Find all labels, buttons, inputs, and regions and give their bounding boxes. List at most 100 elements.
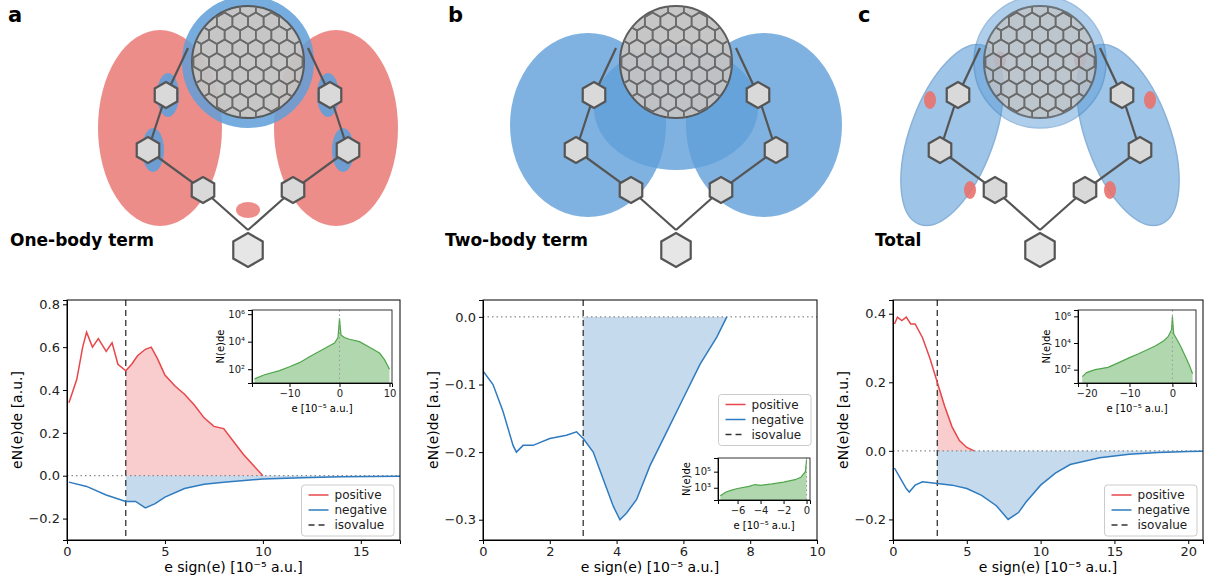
cage-ring [970,107,986,125]
ring [1111,82,1134,108]
cage-ring [660,121,676,139]
ring [155,82,178,108]
cage-ring [738,67,754,85]
cage-ring [279,0,295,4]
axis-left: −0.20.00.20.40.60.8 [28,297,67,541]
cage-ring [232,121,248,139]
isosurface-negative [188,2,308,122]
isosurface [98,2,398,226]
cage-ring [170,67,186,85]
cage-ring [614,13,630,31]
cage-ring [637,107,653,125]
tick-label: 0.0 [39,468,60,483]
y-axis-title: eN(e)de [a.u.] [425,371,441,469]
tick-label: −0.3 [444,512,476,527]
cage-ring [614,94,630,112]
cage-ring [1056,121,1072,139]
cage-ring [170,121,186,139]
cage-ring [303,53,319,71]
panel-letter: b [448,3,463,27]
cage-ring [1001,107,1017,125]
inset-frame [1078,310,1196,383]
cage-ring [1102,40,1118,58]
cage-ring [954,80,970,98]
tick-mark [479,317,483,318]
shaded-area [937,382,974,451]
tick: 0.4 [39,383,67,398]
isosurface-positive [1104,181,1116,199]
axis-line [248,311,253,384]
molecule-render [880,0,1200,267]
tick-label: 2 [546,544,554,559]
cage-ring [715,0,731,17]
cage-ring [1048,107,1064,125]
tick-mark [889,451,893,452]
cage-ring [1063,107,1079,125]
cage-ring [731,26,747,44]
legend-label: isovalue [1138,518,1188,532]
inset-x-axis-title: e [10⁻⁵ a.u.] [733,520,794,531]
legend: positivenegativeisovalue [719,395,811,446]
cage-ring [621,107,637,125]
tick: 10 [809,540,826,559]
cage-ring [256,107,272,125]
cage-ring [326,40,342,58]
cage-ring [1087,121,1103,139]
tick-mark [714,488,718,489]
cage-ring [614,121,630,139]
tick: 10 [384,383,397,399]
isovalue-line [937,300,938,540]
inset-background [1078,310,1196,383]
cage-ring [645,0,661,4]
inset-line [1082,316,1192,376]
cage-ring [629,0,645,4]
tick-label: 10³ [694,482,711,493]
x-axis-title: e sign(e) [10⁻⁵ a.u.] [581,559,720,575]
tick-label: 0 [63,544,71,559]
inset-x-axis-title: e [10⁻⁵ a.u.] [291,403,352,414]
cage-ring [318,0,334,17]
isosurface [880,0,1200,239]
tick: 0 [337,383,343,399]
isosurface-positive [1144,91,1156,109]
cage-ring [754,13,770,31]
tick-label: 0.0 [865,444,886,459]
tick-label: 5 [161,544,169,559]
tick-mark [1129,383,1130,387]
legend-swatch [726,419,746,421]
cage-ring [1118,13,1134,31]
cage-ring [178,0,194,17]
tick: 0 [1170,383,1176,399]
cage-ring [326,13,342,31]
cage-ring [178,80,194,98]
legend-swatch [1112,524,1132,526]
axis-left: 10²10⁴10⁶ [1054,311,1078,384]
tick: −10 [1119,383,1140,399]
tick-mark [479,520,483,521]
ring [192,177,215,203]
axis-line [714,459,719,501]
cage-ring [731,107,747,125]
cage-ring [962,0,978,4]
ring [137,137,160,163]
legend-frame [719,395,811,446]
cage-ring [1087,94,1103,112]
tick: 5 [963,540,971,559]
tick-label: −6 [731,505,746,516]
panel-caption: Two-body term [445,230,588,250]
tick-mark [1074,316,1078,317]
tick-label: 0 [337,388,343,399]
tick-mark [63,519,67,520]
cage-ring [217,121,233,139]
cage-ring [598,67,614,85]
tick: 6 [680,540,688,559]
fullerene-cage [954,0,1133,139]
inset-background [718,458,810,500]
inset: −6−4−2010³10⁵e [10⁻⁵ a.u.]N(e)de [681,458,811,531]
axis-bottom: 05101520 [889,540,1203,559]
tick-label: 10 [1033,544,1050,559]
tick-label: 10⁵ [694,466,711,477]
cage-ring [590,0,606,17]
skeleton [137,48,360,267]
cage-ring [746,107,762,125]
